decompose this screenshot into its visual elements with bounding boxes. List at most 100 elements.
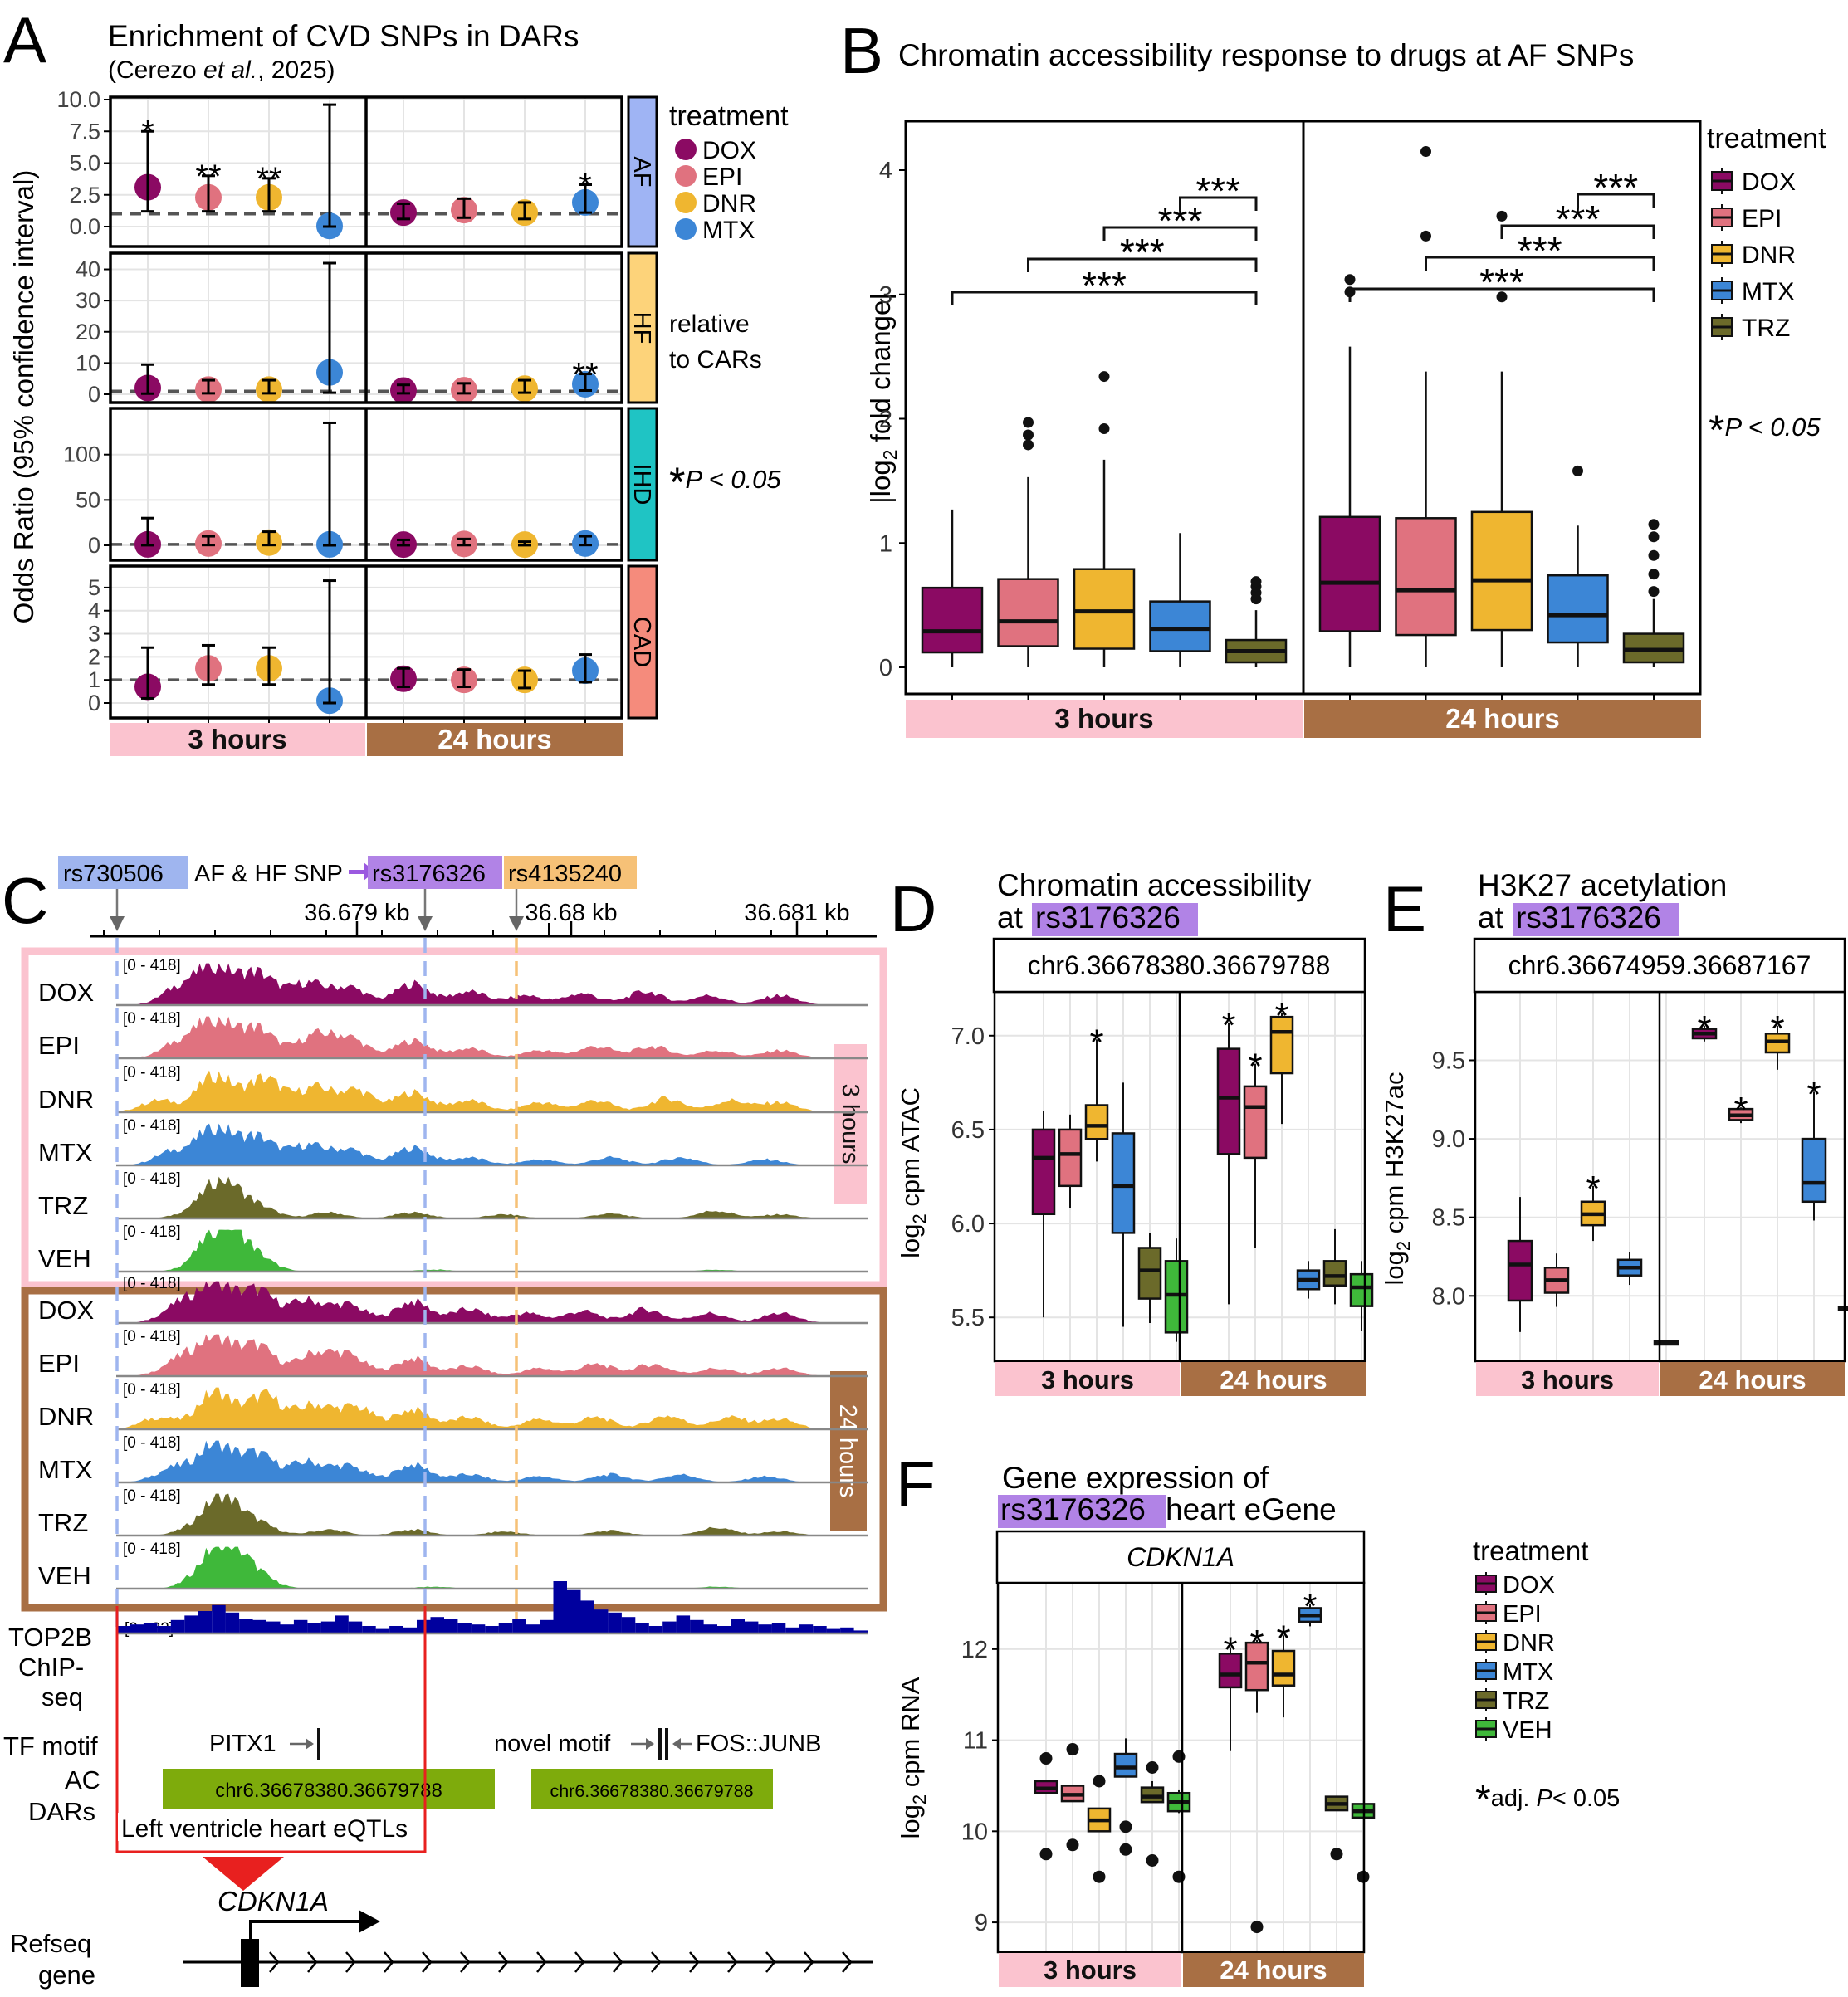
chip-bar [648, 1626, 663, 1633]
panel-e: E H3K27 acetylation at rs3176326 log2 cp… [1380, 868, 1848, 1396]
track-3-hours-dox-signal [116, 963, 822, 1005]
panel-f-24-hours-epi-significance: * [1249, 1623, 1264, 1663]
chip-bar [608, 1612, 622, 1633]
panel-b-strip-3h [906, 700, 1303, 738]
chip-bar [771, 1623, 786, 1633]
chip-bar [785, 1627, 799, 1633]
track-24-hours-trz-range: [0 - 418] [123, 1487, 181, 1505]
panel-e-24-hours-dnr-significance: * [1770, 1008, 1784, 1049]
panel-b-24-hours-epi-outlier [1420, 146, 1431, 158]
panel-d-3-hours-epi-box [1058, 1128, 1083, 1188]
motif-pitx1-label: PITX1 [209, 1731, 276, 1757]
panel-d-ylabel-sub: 2 [909, 1213, 930, 1223]
chip-bar [157, 1626, 171, 1633]
track-24-hours-veh-range: [0 - 418] [123, 1540, 181, 1558]
track-3-hours-dox-range: [0 - 418] [123, 957, 181, 974]
chip-bar [840, 1627, 854, 1633]
track-3-hours-mtx-signal [116, 1123, 822, 1165]
panel-f-legend-label-veh: VEH [1503, 1717, 1552, 1744]
panel-d-y-axis-label: log2 cpm ATAC [896, 1087, 930, 1258]
panel-d-y-tick-label: 7.0 [951, 1023, 985, 1050]
panel-d-3-hours-mtx-box [1111, 1132, 1136, 1234]
track-24-hours-trz-label: TRZ [38, 1508, 88, 1537]
track-3-hours-dnr-label: DNR [38, 1085, 94, 1114]
panel-a-note-relative: relative [669, 310, 750, 338]
panel-a-y-tick-label: 30 [76, 288, 100, 313]
chip-bar [130, 1624, 144, 1633]
chip-bar [799, 1624, 814, 1633]
track-24-hours-dnr-label: DNR [38, 1402, 94, 1431]
panel-d-3-hours-veh-box [1164, 1260, 1189, 1334]
panel-a-af-3-hours-dnr-significance: ** [256, 161, 281, 198]
track-3-hours-trz-range: [0 - 418] [123, 1170, 181, 1188]
panel-d-label-3h: 3 hours [1041, 1365, 1134, 1394]
panel-d-24-hours-veh-box [1349, 1272, 1374, 1307]
panel-b-24-hours-epi-box [1395, 517, 1457, 637]
panel-b-24-hours-bracket-mtx [1577, 193, 1655, 208]
group-tab-3h-label: 3 hours [837, 1084, 863, 1165]
panel-f-y-tick-label: 12 [961, 1637, 988, 1663]
panel-d-3-hours-trz-box [1137, 1247, 1162, 1300]
gene-exon [241, 1939, 259, 1987]
panel-a-pvalue-note: *P < 0.05 [669, 459, 781, 505]
panel-b-pvalue-note: *P < 0.05 [1709, 407, 1821, 453]
panel-b-3-hours-epi-outlier [1023, 417, 1034, 428]
panel-b-label-3h: 3 hours [1054, 703, 1153, 734]
panel-e-y-tick-label: 9.5 [1432, 1047, 1465, 1074]
signal-tracks: DOX [0 - 418] EPI [0 - 418] DNR [0 - 418] MTX [… [38, 957, 868, 1590]
track-24-hours-dnr-signal [116, 1387, 822, 1429]
panel-f-note-text: adj. [1491, 1785, 1537, 1812]
chip-bar [826, 1628, 841, 1633]
panel-b-y-tick-label: 0 [879, 655, 892, 681]
panel-b-3-hours-dox-box [921, 586, 984, 654]
panel-d-y-tick-label: 6.0 [951, 1211, 985, 1238]
gene-chevron-icon [422, 1951, 433, 1973]
panel-b-3-hours-trz-outlier [1250, 576, 1262, 588]
panel-b: B Chromatin accessibility response to dr… [840, 14, 1826, 738]
panel-d-letter: D [890, 872, 936, 945]
panel-a-legend-key-dnr [675, 192, 697, 213]
track-3-hours-epi-signal [116, 1016, 822, 1058]
panel-d-title-line1: Chromatin accessibility [997, 868, 1312, 902]
chip-bar [375, 1628, 390, 1633]
snp-rs3176326-highlight [368, 856, 502, 889]
panel-a-legend-label-mtx: MTX [702, 217, 755, 244]
panel-f-legend-label-trz: TRZ [1503, 1688, 1549, 1715]
chip-bar [498, 1623, 513, 1633]
ac-dars-label-line1: AC [65, 1765, 100, 1794]
track-24-hours-mtx-range: [0 - 418] [123, 1434, 181, 1452]
panel-b-3-hours-epi-box [997, 578, 1059, 647]
track-3-hours-epi-label: EPI [38, 1031, 80, 1060]
panel-f-ylabel-sub: 2 [909, 1794, 930, 1804]
panel-f-legend-label-dnr: DNR [1503, 1630, 1555, 1657]
snp-rs4135240-label: rs4135240 [508, 861, 622, 887]
panel-a-plot-area: 0.02.55.07.510.0*** ** * AF010203040**HF050… [56, 87, 658, 724]
panel-f-legend-title: treatment [1473, 1536, 1588, 1566]
panel-f-legend-label-epi: EPI [1503, 1601, 1542, 1628]
snp-rs730506-label: rs730506 [63, 861, 164, 887]
motif-novel-label: novel motif [494, 1731, 611, 1757]
track-3-hours-mtx-range: [0 - 418] [123, 1117, 181, 1135]
panel-a-cad-strip [627, 564, 658, 720]
panel-f-24-hours-dnr-significance: * [1276, 1618, 1290, 1658]
panel-b-3-hours-bracket-sig-mtx: *** [1195, 169, 1240, 212]
panel-a-ihd-strip [627, 407, 658, 562]
chip-bar [621, 1617, 636, 1633]
snp-rs4135240-highlight [504, 856, 637, 889]
panel-a-legend-label-dnr: DNR [702, 190, 756, 217]
panel-b-pvalue-text: P < 0.05 [1724, 413, 1821, 442]
panel-e-ylabel-post: cpm H3K27ac [1380, 1072, 1409, 1241]
refseq-label-line2: gene [38, 1960, 95, 1990]
panel-b-label-24h: 24 hours [1445, 703, 1560, 734]
panel-a-y-tick-label: 20 [76, 320, 100, 344]
panel-e-y-tick-label: 8.0 [1432, 1283, 1465, 1310]
panel-a-strip-24h [367, 723, 623, 756]
ac-dars-label-line2: DARs [28, 1797, 95, 1826]
chip-bar [170, 1619, 185, 1633]
panel-b-title: Chromatin accessibility response to drug… [898, 38, 1634, 72]
gene-tss-arrow [249, 1920, 365, 1956]
panel-f-plot-area: 9 10 11 12 * * * * [961, 1581, 1376, 1958]
panel-b-ylabel-pre: |log [865, 460, 896, 504]
panel-a-y-tick-label: 4 [88, 598, 100, 623]
